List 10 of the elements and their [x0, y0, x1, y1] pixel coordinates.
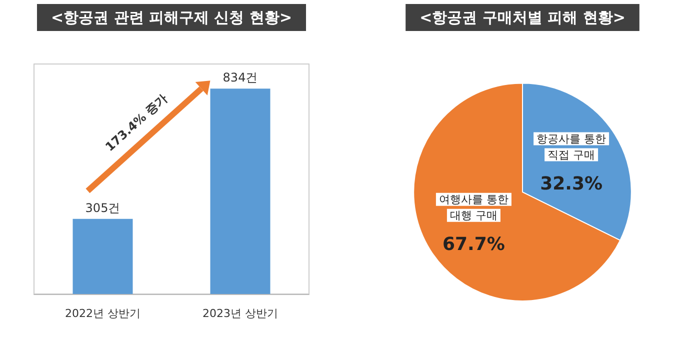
chart-title: <항공권 구매처별 피해 현황> [420, 8, 626, 26]
data-label: 32.3% [540, 173, 603, 194]
slice-label: 항공사를 통한 직접 구매 [536, 132, 606, 162]
data-label: 67.7% [442, 234, 505, 255]
x-tick-label: 2022년 상반기 [65, 307, 140, 320]
slice-label: 여행사를 통한 대행 구매 [438, 192, 508, 222]
chart-title: <항공권 관련 피해구제 신청 현황> [50, 8, 292, 26]
data-label: 305건 [85, 200, 120, 215]
data-label: 834건 [222, 70, 258, 85]
x-tick-label: 2023년 상반기 [202, 307, 278, 320]
